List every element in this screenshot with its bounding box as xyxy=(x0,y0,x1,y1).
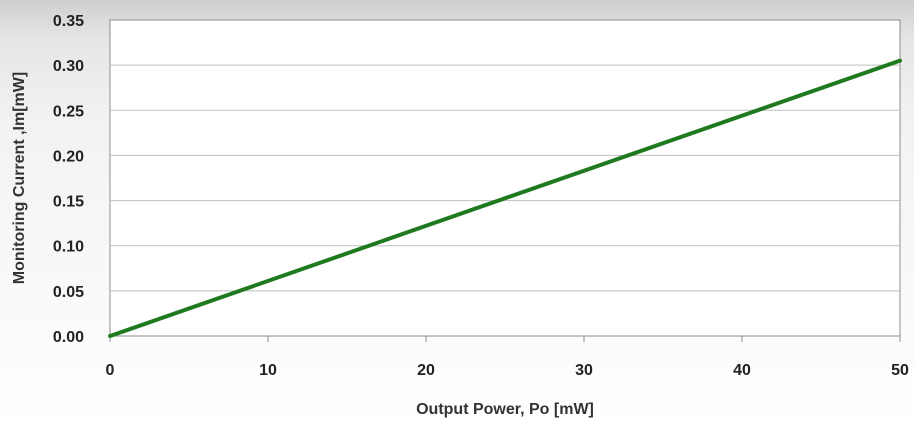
plot-area xyxy=(109,19,901,337)
y-tick-label: 0.30 xyxy=(53,58,84,75)
y-axis-ticks: 0.00 0.05 0.10 0.15 0.20 0.25 0.30 0.35 xyxy=(53,13,84,346)
x-axis-ticks: 0 10 20 30 40 50 xyxy=(106,336,909,379)
x-tick-label: 10 xyxy=(259,362,277,379)
y-tick-label: 0.15 xyxy=(53,194,84,211)
x-axis-title: Output Power, Po [mW] xyxy=(416,401,594,418)
x-tick-label: 0 xyxy=(106,362,115,379)
x-tick-label: 30 xyxy=(575,362,593,379)
x-tick-label: 40 xyxy=(733,362,751,379)
y-tick-label: 0.20 xyxy=(53,148,84,165)
y-tick-label: 0.25 xyxy=(53,103,84,120)
y-tick-label: 0.35 xyxy=(53,13,84,30)
y-tick-label: 0.05 xyxy=(53,284,84,301)
x-tick-label: 50 xyxy=(891,362,909,379)
series-layer xyxy=(108,58,902,338)
x-tick-label: 20 xyxy=(417,362,435,379)
series-line-0 xyxy=(108,58,902,338)
grid-lines xyxy=(110,64,900,292)
y-axis-title: Monitoring Current ,Im[mW] xyxy=(11,72,28,284)
y-tick-label: 0.10 xyxy=(53,239,84,256)
y-tick-label: 0.00 xyxy=(53,329,84,346)
